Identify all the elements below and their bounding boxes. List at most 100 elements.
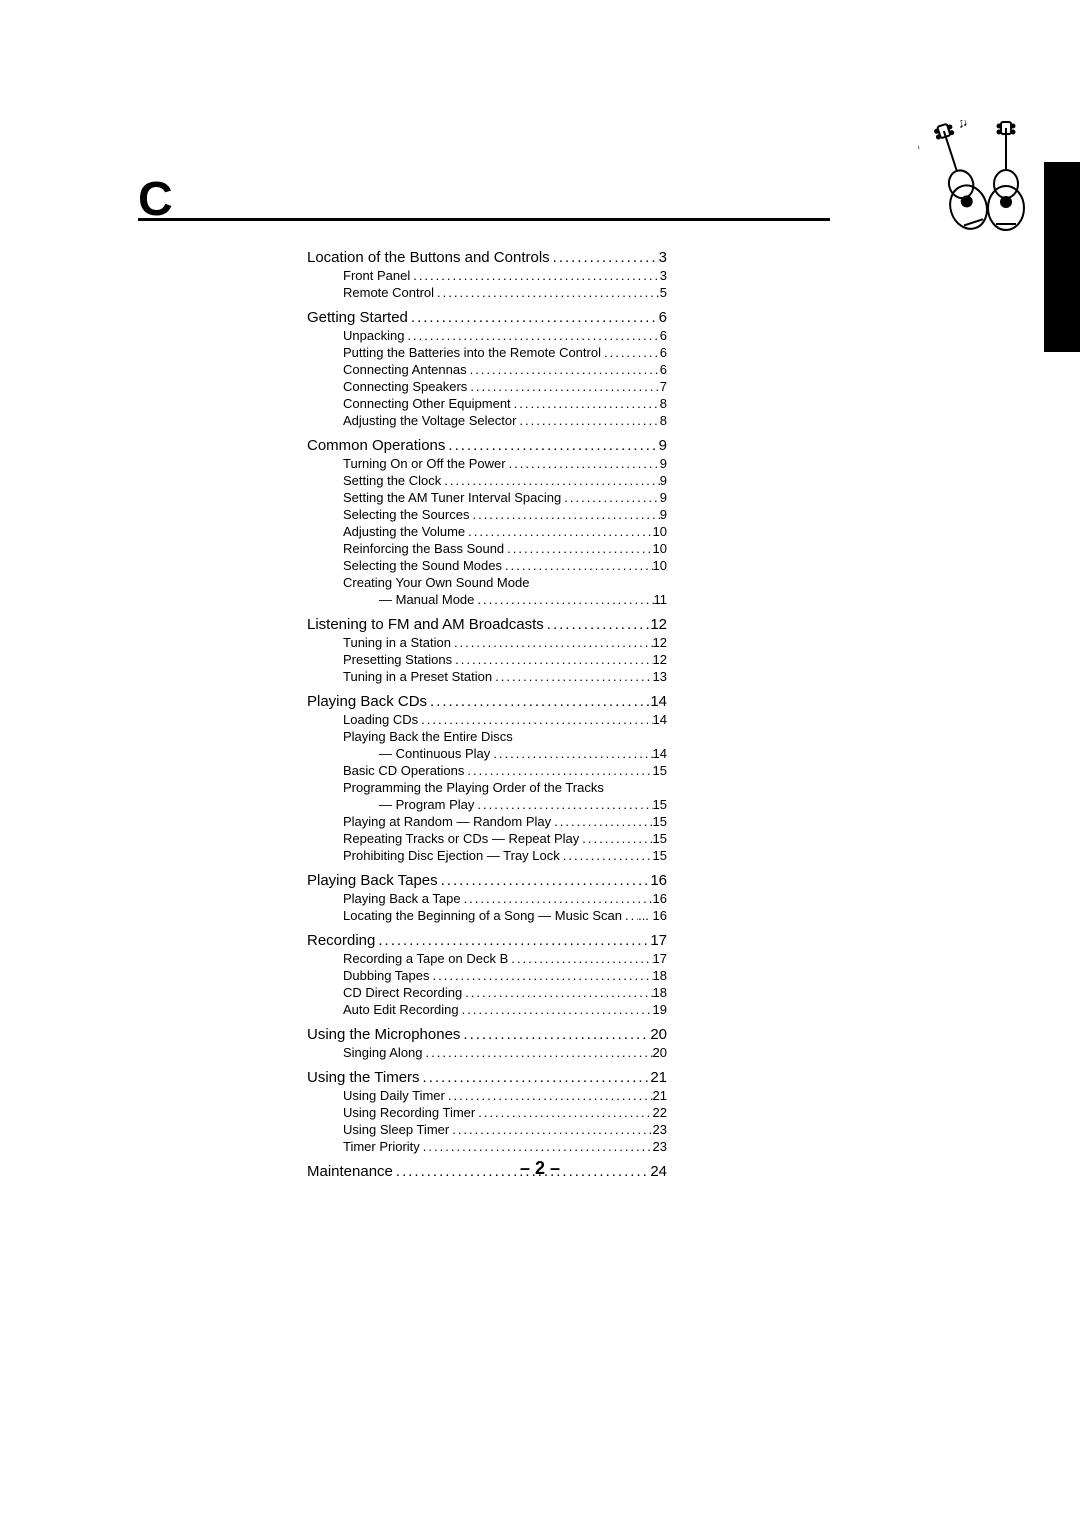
toc-page: 3 bbox=[660, 268, 667, 283]
page-number: – 2 – bbox=[0, 1158, 1080, 1179]
toc-entry: Using Daily Timer.......................… bbox=[307, 1088, 667, 1103]
toc-page: 8 bbox=[660, 413, 667, 428]
toc-entry: Connecting Antennas.....................… bbox=[307, 362, 667, 377]
toc-label: Turning On or Off the Power bbox=[343, 456, 506, 471]
toc-entry: Auto Edit Recording.....................… bbox=[307, 1002, 667, 1017]
toc-page: 5 bbox=[660, 285, 667, 300]
toc-dots: ........................................… bbox=[427, 693, 650, 710]
toc-label: Common Operations bbox=[307, 437, 445, 454]
toc-dots: ........................................… bbox=[474, 592, 653, 607]
toc-entry: Tuning in a Preset Station..............… bbox=[307, 669, 667, 684]
toc-page: 14 bbox=[650, 693, 667, 710]
toc-entry: Selecting the Sources...................… bbox=[307, 507, 667, 522]
toc-page: 9 bbox=[659, 437, 667, 454]
toc-entry: Remote Control..........................… bbox=[307, 285, 667, 300]
toc-label: CD Direct Recording bbox=[343, 985, 462, 1000]
toc-dots: ........................................… bbox=[467, 379, 659, 394]
toc-entry: Adjusting the Volume....................… bbox=[307, 524, 667, 539]
toc-entry: Front Panel.............................… bbox=[307, 268, 667, 283]
heading-underline bbox=[138, 218, 830, 221]
toc-label: Selecting the Sources bbox=[343, 507, 469, 522]
toc-label: Putting the Batteries into the Remote Co… bbox=[343, 345, 601, 360]
toc-entry: Using the Microphones...................… bbox=[307, 1026, 667, 1043]
toc-page: 10 bbox=[653, 541, 667, 556]
toc-entry: Singing Along...........................… bbox=[307, 1045, 667, 1060]
toc-entry: Dubbing Tapes...........................… bbox=[307, 968, 667, 983]
toc-label: Using Recording Timer bbox=[343, 1105, 475, 1120]
toc-dots: ........................................… bbox=[441, 473, 659, 488]
toc-page: 3 bbox=[659, 249, 667, 266]
toc-entry: Creating Your Own Sound Mode bbox=[307, 575, 667, 590]
toc-label: — Continuous Play bbox=[379, 746, 490, 761]
toc-dots: ........................................… bbox=[551, 814, 652, 829]
toc-label: Getting Started bbox=[307, 309, 408, 326]
toc-dots: ........................................… bbox=[449, 1122, 652, 1137]
toc-label: Connecting Other Equipment bbox=[343, 396, 511, 411]
toc-dots: ........................................… bbox=[490, 746, 652, 761]
toc-page: 6 bbox=[660, 362, 667, 377]
toc-label: Reinforcing the Bass Sound bbox=[343, 541, 504, 556]
toc-dots: ........................................… bbox=[469, 507, 659, 522]
toc-label: Recording a Tape on Deck B bbox=[343, 951, 508, 966]
toc-dots: ........................................… bbox=[418, 712, 652, 727]
toc-page: 21 bbox=[650, 1069, 667, 1086]
toc-entry: Playing Back Tapes......................… bbox=[307, 872, 667, 889]
toc-label: Selecting the Sound Modes bbox=[343, 558, 502, 573]
toc-dots: ........................................… bbox=[445, 1088, 653, 1103]
toc-entry: Using Sleep Timer.......................… bbox=[307, 1122, 667, 1137]
toc-dots: ........................................… bbox=[464, 763, 652, 778]
toc-dots: ........................................… bbox=[492, 669, 652, 684]
toc-entry: Basic CD Operations.....................… bbox=[307, 763, 667, 778]
toc-label: Remote Control bbox=[343, 285, 434, 300]
toc-label: Tuning in a Preset Station bbox=[343, 669, 492, 684]
toc-dots: ........................................… bbox=[460, 1026, 650, 1043]
toc-entry: Turning On or Off the Power.............… bbox=[307, 456, 667, 471]
toc-dots: ........................................… bbox=[462, 985, 652, 1000]
toc-label: Playing Back the Entire Discs bbox=[343, 729, 513, 744]
toc-dots: ........................................… bbox=[579, 831, 652, 846]
toc-page: 22 bbox=[653, 1105, 667, 1120]
toc-label: Connecting Speakers bbox=[343, 379, 467, 394]
toc-label: Programming the Playing Order of the Tra… bbox=[343, 780, 604, 795]
toc-page: 10 bbox=[653, 558, 667, 573]
toc-entry: Recording a Tape on Deck B..............… bbox=[307, 951, 667, 966]
toc-page: 18 bbox=[653, 985, 667, 1000]
toc-entry: Location of the Buttons and Controls....… bbox=[307, 249, 667, 266]
toc-dots: ........................................… bbox=[504, 541, 652, 556]
toc-entry: Common Operations.......................… bbox=[307, 437, 667, 454]
toc-dots: ........................................… bbox=[550, 249, 659, 266]
toc-dots: ........................................… bbox=[502, 558, 653, 573]
toc-dots: ........................................… bbox=[622, 908, 638, 923]
toc-page: 15 bbox=[653, 797, 667, 812]
toc-page: 15 bbox=[653, 814, 667, 829]
toc-dots: ........................................… bbox=[420, 1069, 651, 1086]
toc-entry: Playing Back the Entire Discs bbox=[307, 729, 667, 744]
toc-entry: Prohibiting Disc Ejection — Tray Lock...… bbox=[307, 848, 667, 863]
toc-dots: ........................................… bbox=[434, 285, 660, 300]
toc-label: Dubbing Tapes bbox=[343, 968, 430, 983]
toc-label: Unpacking bbox=[343, 328, 404, 343]
toc-page: 23 bbox=[653, 1139, 667, 1154]
toc-dots: ........................................… bbox=[465, 524, 652, 539]
toc-page: 17 bbox=[650, 932, 667, 949]
toc-entry: — Program Play..........................… bbox=[307, 797, 667, 812]
toc-label: Using Daily Timer bbox=[343, 1088, 445, 1103]
toc-entry: Playing at Random — Random Play.........… bbox=[307, 814, 667, 829]
toc-label: — Program Play bbox=[379, 797, 474, 812]
toc-page: 12 bbox=[650, 616, 667, 633]
toc-dots: ........................................… bbox=[475, 1105, 652, 1120]
toc-entry: Tuning in a Station.....................… bbox=[307, 635, 667, 650]
toc-page: 9 bbox=[660, 473, 667, 488]
toc-page: 20 bbox=[653, 1045, 667, 1060]
toc-page: 6 bbox=[659, 309, 667, 326]
toc-entry: Listening to FM and AM Broadcasts.......… bbox=[307, 616, 667, 633]
toc-entry: Presetting Stations.....................… bbox=[307, 652, 667, 667]
toc-entry: Getting Started.........................… bbox=[307, 309, 667, 326]
toc-dots: ........................................… bbox=[474, 797, 652, 812]
toc-dots: ........................................… bbox=[451, 635, 653, 650]
toc-dots: ........................................… bbox=[560, 848, 653, 863]
svg-text:♪: ♪ bbox=[918, 138, 923, 157]
toc-entry: CD Direct Recording.....................… bbox=[307, 985, 667, 1000]
toc-label: Using the Timers bbox=[307, 1069, 420, 1086]
toc-entry: Unpacking...............................… bbox=[307, 328, 667, 343]
